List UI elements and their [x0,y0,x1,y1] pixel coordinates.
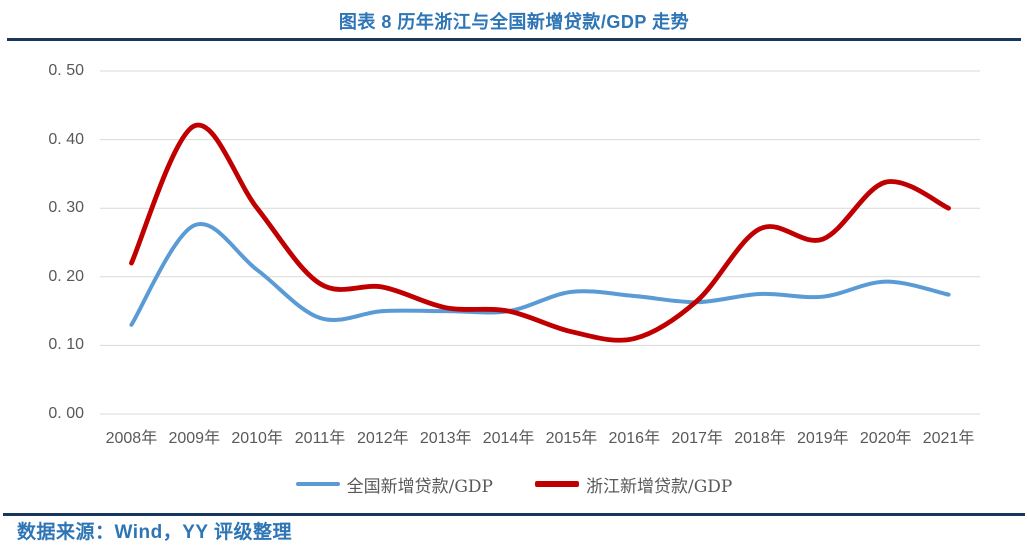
y-tick-label: 0. 00 [48,405,84,422]
data-source-note: 数据来源：Wind，YY 评级整理 [17,522,293,543]
chart-title: 图表 8 历年浙江与全国新增贷款/GDP 走势 [338,12,690,32]
legend-item-national: 全国新增贷款/GDP [295,472,493,497]
y-tick-label: 0. 30 [48,199,84,217]
footer-divider [3,513,1025,516]
x-category-label: 2012年 [357,430,409,447]
legend-line-national-icon [295,481,340,487]
x-category-label: 2018年 [734,430,786,447]
legend-line-zhejiang-icon [535,481,579,487]
title-divider [7,38,1021,41]
x-category-label: 2010年 [231,430,283,447]
x-category-label: 2014年 [482,430,535,447]
x-category-label: 2016年 [608,430,661,447]
x-category-label: 2020年 [859,430,912,447]
y-tick-label: 0. 20 [48,267,84,285]
chart-area: 0. 00 0. 10 0. 20 0. 30 0. 40 0. 50 2008年 2009… [0,45,1028,457]
x-category-label: 2009年 [168,430,221,447]
legend: 全国新增贷款/GDP 浙江新增贷款/GDP [0,471,1028,497]
legend-label-national: 全国新增贷款/GDP [346,476,493,497]
x-category-label: 2019年 [797,430,849,447]
x-category-label: 2015年 [545,430,598,447]
y-tick-label: 0. 10 [48,336,84,354]
x-category-label: 2021年 [922,430,975,447]
x-category-label: 2008年 [105,430,158,447]
x-category-label: 2013年 [419,430,472,447]
x-category-label: 2017年 [671,430,723,447]
series-line-national [129,221,951,327]
y-tick-label: 0. 40 [48,130,84,148]
chart-canvas [100,70,980,415]
legend-label-zhejiang: 浙江新增贷款/GDP [586,476,733,497]
series-line-zhejiang [129,122,951,343]
x-category-label: 2011年 [294,430,346,447]
legend-item-zhejiang: 浙江新增贷款/GDP [535,472,732,497]
y-tick-label: 0. 50 [48,62,84,79]
